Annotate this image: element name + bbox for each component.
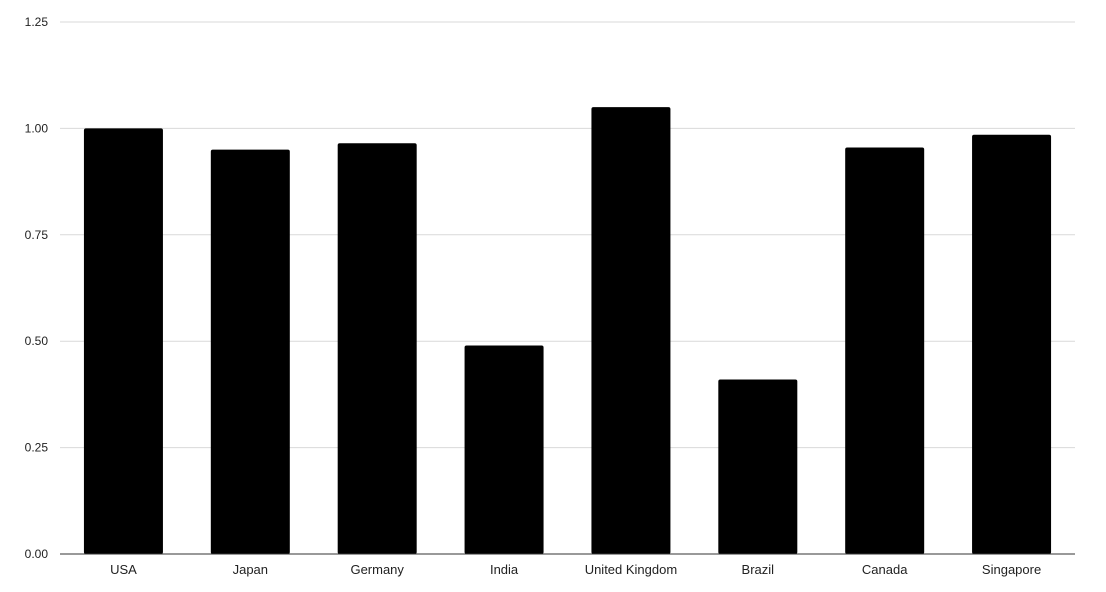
bar-brazil [718, 379, 798, 554]
bar-india [464, 345, 544, 554]
x-tick-label: Singapore [982, 562, 1041, 577]
bar-canada [845, 147, 925, 554]
bar-usa [83, 128, 163, 554]
bar-singapore [972, 134, 1052, 554]
bar-japan [210, 149, 290, 554]
x-tick-label: USA [110, 562, 137, 577]
y-tick-label: 0.50 [25, 334, 49, 348]
x-tick-label: Japan [233, 562, 268, 577]
y-tick-label: 0.75 [25, 228, 49, 242]
bars [83, 107, 1052, 555]
x-tick-label: Brazil [742, 562, 775, 577]
x-tick-label: India [490, 562, 519, 577]
x-tick-label: Canada [862, 562, 908, 577]
bar-germany [337, 143, 417, 554]
y-tick-label: 0.25 [25, 441, 49, 455]
y-tick-label: 1.00 [25, 121, 49, 135]
bar-united-kingdom [591, 107, 671, 555]
x-tick-label: Germany [350, 562, 404, 577]
x-axis-ticks: USA Japan Germany India United Kingdom Brazil… [110, 562, 1041, 577]
y-tick-label: 0.00 [25, 547, 49, 561]
y-axis-ticks: 0.00 0.25 0.50 0.75 1.00 1.25 [25, 15, 49, 561]
y-tick-label: 1.25 [25, 15, 49, 29]
x-tick-label: United Kingdom [585, 562, 678, 577]
